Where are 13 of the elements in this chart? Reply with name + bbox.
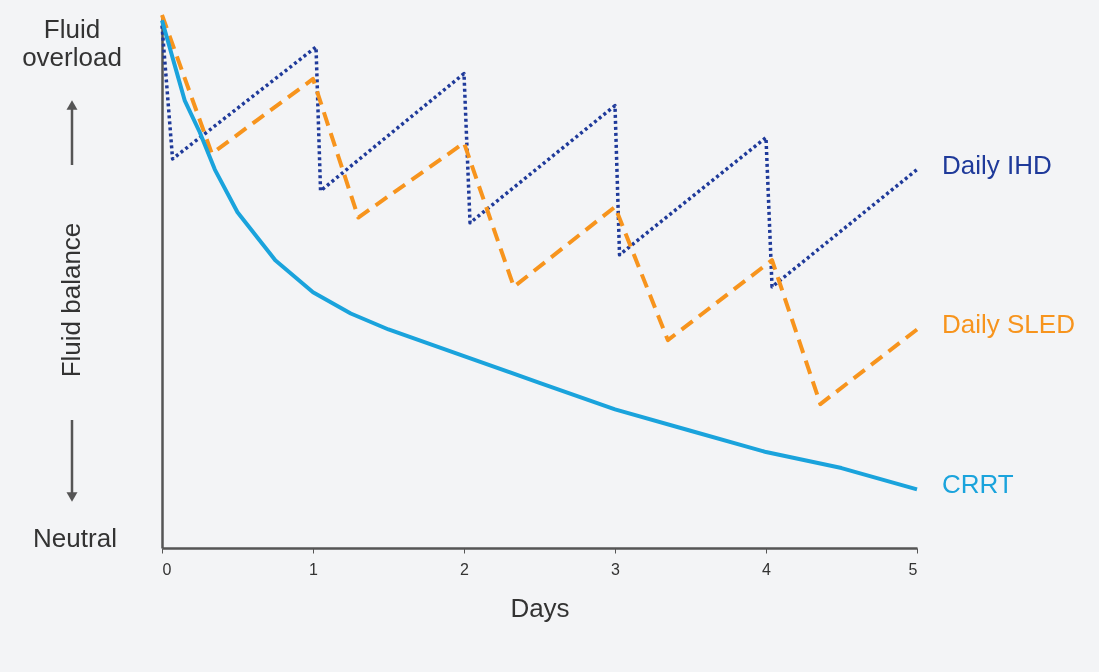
text: Neutral bbox=[33, 523, 117, 553]
x-tick-label: 2 bbox=[460, 560, 470, 578]
series-label: Daily SLED bbox=[942, 309, 1075, 340]
y-axis-title: Fluid balance bbox=[56, 222, 86, 378]
x-tick-label: 1 bbox=[309, 560, 319, 578]
text: Fluid overload bbox=[22, 14, 122, 72]
x-tick-label: 3 bbox=[611, 560, 621, 578]
x-tick-label: 4 bbox=[762, 560, 772, 578]
series-label: CRRT bbox=[942, 469, 1014, 500]
x-axis-title: Days bbox=[510, 592, 570, 623]
series-label: Daily IHD bbox=[942, 149, 1052, 180]
x-tick-label: 5 bbox=[908, 560, 918, 578]
x-tick-label: 0 bbox=[162, 560, 172, 578]
